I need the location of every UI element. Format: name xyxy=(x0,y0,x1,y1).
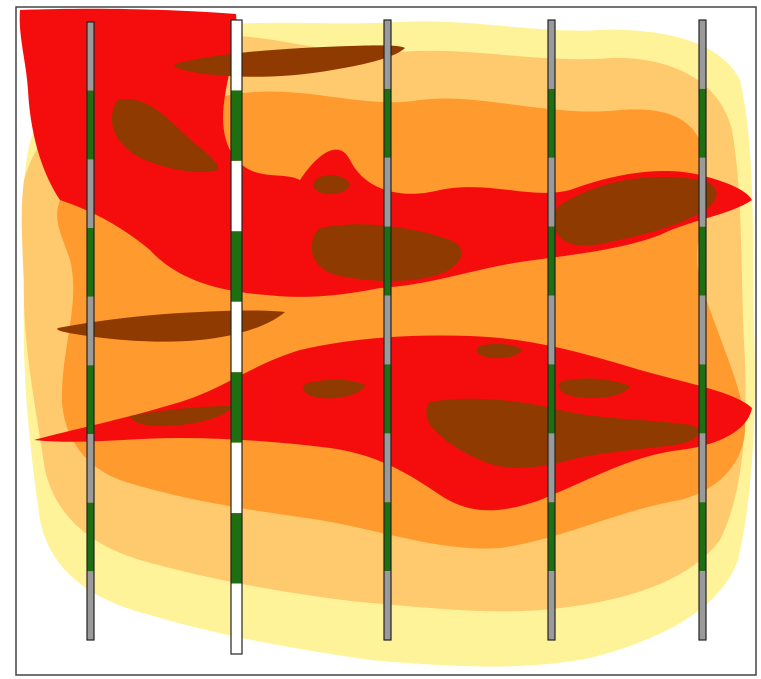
well-segment-green xyxy=(87,365,94,434)
well-segment-green xyxy=(548,88,555,158)
well-segment-green xyxy=(699,88,706,158)
well-segment-green xyxy=(384,88,391,158)
well-segment-gray xyxy=(87,571,94,640)
well-5 xyxy=(698,19,707,641)
well-segment-gray xyxy=(548,295,555,365)
zone-brown-9 xyxy=(558,378,630,398)
well-segment-green xyxy=(231,372,242,443)
well-segment-green xyxy=(384,364,391,434)
well-columns xyxy=(86,19,707,655)
well-segment-green xyxy=(87,228,94,297)
well-segment-green xyxy=(384,226,391,296)
well-outline xyxy=(698,19,707,641)
well-segment-gray xyxy=(87,159,94,228)
well-segment-green xyxy=(548,502,555,572)
well-segment-gray xyxy=(699,295,706,365)
well-segment-green xyxy=(231,231,242,302)
well-segment-green xyxy=(384,502,391,572)
zone-brown-5 xyxy=(554,177,717,246)
well-segment-green xyxy=(231,90,242,161)
well-segment-gray xyxy=(384,295,391,365)
well-segment-gray xyxy=(87,434,94,503)
well-segment-gray xyxy=(699,157,706,227)
zone-brown-10 xyxy=(426,398,699,468)
well-segment-gray xyxy=(699,20,706,89)
well-outline xyxy=(547,19,556,641)
well-segment-green xyxy=(699,502,706,572)
zone-brown-7 xyxy=(476,343,522,359)
well-segment-white xyxy=(231,160,242,232)
well-outline xyxy=(383,19,392,641)
zone-brown-3 xyxy=(313,175,350,194)
zone-brown-8 xyxy=(303,379,365,399)
well-3 xyxy=(383,19,392,641)
well-segment-green xyxy=(548,226,555,296)
zone-brown-6 xyxy=(57,310,285,342)
zone-red-lower xyxy=(34,335,752,511)
well-segment-green xyxy=(548,364,555,434)
well-segment-gray xyxy=(384,157,391,227)
well-4 xyxy=(547,19,556,641)
well-segment-green xyxy=(231,513,242,584)
well-segment-gray xyxy=(384,571,391,640)
well-2 xyxy=(230,19,243,655)
zone-brown-11 xyxy=(130,406,232,427)
well-segment-white xyxy=(231,583,242,654)
well-segment-gray xyxy=(87,22,94,91)
well-1 xyxy=(86,21,95,641)
well-segment-green xyxy=(699,364,706,434)
well-outline xyxy=(230,19,243,655)
well-segment-green xyxy=(87,502,94,572)
well-segment-gray xyxy=(699,571,706,640)
well-segment-gray xyxy=(384,20,391,89)
well-segment-green xyxy=(699,226,706,296)
well-segment-white xyxy=(231,20,242,91)
well-outline xyxy=(86,21,95,641)
well-segment-gray xyxy=(548,433,555,503)
well-segment-white xyxy=(231,301,242,373)
well-segment-gray xyxy=(548,157,555,227)
well-segment-gray xyxy=(548,20,555,89)
well-segment-white xyxy=(231,442,242,514)
well-segment-gray xyxy=(699,433,706,503)
zone-brown-2 xyxy=(112,99,219,172)
well-segment-gray xyxy=(548,571,555,640)
well-segment-gray xyxy=(384,433,391,503)
well-segment-gray xyxy=(87,296,94,366)
well-segment-green xyxy=(87,90,94,160)
